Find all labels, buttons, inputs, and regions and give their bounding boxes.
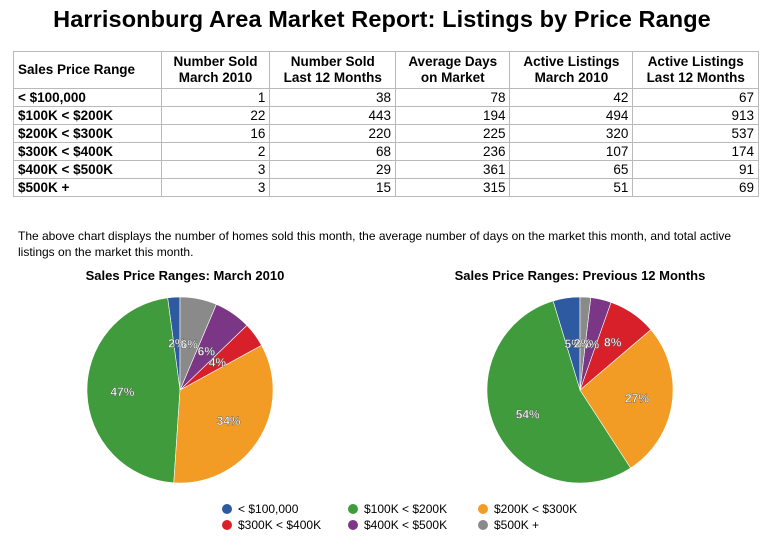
pie-data-label: 6% xyxy=(198,345,216,359)
cell: 320 xyxy=(509,124,634,143)
row-label: $300K < $400K xyxy=(13,142,162,161)
cell: 15 xyxy=(269,178,396,197)
pie-data-label: 6% xyxy=(181,337,199,351)
chart-caption: The above chart displays the number of h… xyxy=(18,229,732,259)
pie-data-label: 2% xyxy=(574,337,592,351)
legend-item: $500K + xyxy=(478,518,539,532)
cell: 913 xyxy=(632,106,759,125)
header-number-sold-month: Number Sold March 2010 xyxy=(160,51,271,89)
header-average-days: Average Days on Market xyxy=(394,51,511,89)
cell: 29 xyxy=(269,160,396,179)
legend-swatch xyxy=(478,504,488,514)
cell: 443 xyxy=(269,106,396,125)
cell: 42 xyxy=(509,88,634,107)
row-label: $200K < $300K xyxy=(13,124,162,143)
legend-item: $300K < $400K xyxy=(222,518,321,532)
legend-swatch xyxy=(478,520,488,530)
cell: 65 xyxy=(509,160,634,179)
table-row: $200K < $300K 16 220 225 320 537 xyxy=(13,124,759,143)
listings-table: Sales Price Range Number Sold March 2010 … xyxy=(13,51,759,197)
cell: 68 xyxy=(269,142,396,161)
cell: 67 xyxy=(632,88,759,107)
table-row: < $100,000 1 38 78 42 67 xyxy=(13,88,759,107)
pie-data-label: 4% xyxy=(209,355,227,369)
pie-slice xyxy=(179,296,217,391)
legend-item: < $100,000 xyxy=(222,502,298,516)
legend-swatch xyxy=(348,504,358,514)
pie-slice xyxy=(86,297,181,484)
pie-chart-march: 2%47%34%4%6%6% xyxy=(86,296,274,484)
report-title: Harrisonburg Area Market Report: Listing… xyxy=(53,6,711,32)
cell: 69 xyxy=(632,178,759,197)
cell: 1 xyxy=(160,88,271,107)
pie-data-label: 8% xyxy=(604,336,622,350)
pie-data-label: 54% xyxy=(516,407,540,421)
table-row: $100K < $200K 22 443 194 494 913 xyxy=(13,106,759,125)
cell: 220 xyxy=(269,124,396,143)
header-sales-price-range: Sales Price Range xyxy=(13,51,162,89)
legend-swatch xyxy=(222,504,232,514)
cell: 16 xyxy=(160,124,271,143)
cell: 174 xyxy=(632,142,759,161)
pie-slice xyxy=(486,300,632,484)
legend-item: $200K < $300K xyxy=(478,502,577,516)
cell: 194 xyxy=(394,106,511,125)
pie-data-label: 4% xyxy=(582,338,600,352)
cell: 78 xyxy=(394,88,511,107)
table-row: $400K < $500K 3 29 361 65 91 xyxy=(13,160,759,179)
table-header-row: Sales Price Range Number Sold March 2010 … xyxy=(13,51,759,89)
pie-data-label: 27% xyxy=(625,391,649,405)
legend-swatch xyxy=(222,520,232,530)
cell: 361 xyxy=(394,160,511,179)
cell: 315 xyxy=(394,178,511,197)
pie-slice xyxy=(579,296,592,391)
pie-slice xyxy=(579,329,674,469)
pie-data-label: 34% xyxy=(217,414,241,428)
header-active-listings-month: Active Listings March 2010 xyxy=(509,51,634,89)
pie-data-label: 5% xyxy=(565,337,583,351)
cell: 236 xyxy=(394,142,511,161)
cell: 91 xyxy=(632,160,759,179)
pie-data-label: 2% xyxy=(168,337,186,351)
cell: 494 xyxy=(509,106,634,125)
cell: 3 xyxy=(160,160,271,179)
cell: 51 xyxy=(509,178,634,197)
cell: 38 xyxy=(269,88,396,107)
table-row: $500K + 3 15 315 51 69 xyxy=(13,178,759,197)
header-active-listings-12-months: Active Listings Last 12 Months xyxy=(632,51,759,89)
cell: 107 xyxy=(509,142,634,161)
legend-item: $400K < $500K xyxy=(348,518,447,532)
cell: 3 xyxy=(160,178,271,197)
cell: 537 xyxy=(632,124,759,143)
row-label: $400K < $500K xyxy=(13,160,162,179)
cell: 225 xyxy=(394,124,511,143)
chart-title-march: Sales Price Ranges: March 2010 xyxy=(85,268,285,283)
table-row: $300K < $400K 2 68 236 107 174 xyxy=(13,142,759,161)
cell: 22 xyxy=(160,106,271,125)
pie-data-label: 47% xyxy=(110,385,134,399)
pie-chart-12-months: 5% 54% 27% 8% 4%2% xyxy=(486,296,674,484)
pie-slice xyxy=(173,344,274,484)
legend-swatch xyxy=(348,520,358,530)
row-label: $500K + xyxy=(13,178,162,197)
legend-item: $100K < $200K xyxy=(348,502,447,516)
chart-title-12-months: Sales Price Ranges: Previous 12 Months xyxy=(454,268,706,283)
row-label: $100K < $200K xyxy=(13,106,162,125)
cell: 2 xyxy=(160,142,271,161)
row-label: < $100,000 xyxy=(13,88,162,107)
header-number-sold-12-months: Number Sold Last 12 Months xyxy=(269,51,396,89)
